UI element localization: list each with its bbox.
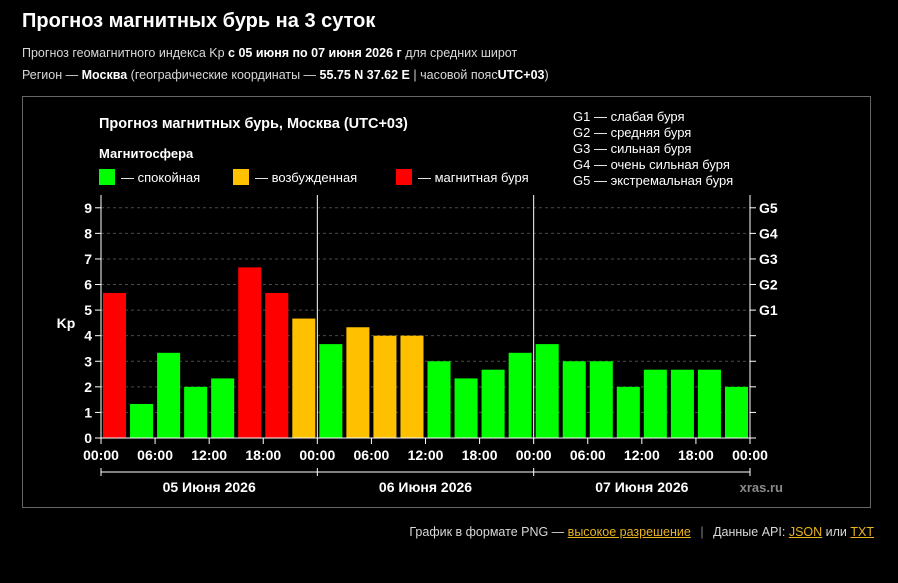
kp-bar — [697, 369, 721, 438]
g-tick-label: G4 — [759, 225, 778, 241]
x-tick-label: 18:00 — [462, 447, 498, 463]
kp-bar — [562, 361, 586, 438]
x-tick-label: 06:00 — [570, 447, 606, 463]
y-tick-label: 6 — [84, 277, 92, 293]
kp-bar — [535, 344, 559, 438]
kp-bar — [643, 369, 667, 438]
y-tick-label: 8 — [84, 225, 92, 241]
kp-bar — [346, 327, 370, 438]
legend-label-1: — возбужденная — [255, 170, 357, 185]
description-prefix: Прогноз геомагнитного индекса Kp — [22, 46, 225, 60]
legend-swatch-1 — [233, 169, 249, 185]
chart-frame: Прогноз магнитных бурь, Москва (UTC+03) М… — [22, 96, 871, 508]
x-tick-label: 00:00 — [83, 447, 119, 463]
legend-swatch-2 — [396, 169, 412, 185]
g-scale-5: G5 — экстремальная буря — [573, 173, 733, 188]
y-tick-label: 5 — [84, 302, 92, 318]
date-range: с 05 июня по 07 июня 2026 г — [228, 46, 402, 60]
x-tick-label: 12:00 — [191, 447, 227, 463]
y-tick-label: 9 — [84, 200, 92, 216]
kp-bar — [724, 386, 748, 438]
y-axis-label: Kp — [57, 315, 76, 331]
txt-link[interactable]: TXT — [850, 525, 874, 539]
high-resolution-link[interactable]: высокое разрешение — [567, 525, 691, 539]
watermark: xras.ru — [740, 480, 783, 495]
json-link[interactable]: JSON — [788, 525, 823, 539]
x-tick-label: 00:00 — [516, 447, 552, 463]
g-tick-label: G3 — [759, 251, 778, 267]
forecast-description: Прогноз геомагнитного индекса Kp с 05 ию… — [22, 46, 517, 60]
kp-bar — [292, 318, 316, 438]
y-tick-label: 7 — [84, 251, 92, 267]
x-tick-label: 06:00 — [354, 447, 390, 463]
g-scale-2: G2 — средняя буря — [573, 125, 691, 140]
kp-bar — [157, 352, 181, 438]
x-tick-label: 00:00 — [299, 447, 335, 463]
footer-separator: | — [700, 525, 704, 539]
coords-value: 55.75 N 37.62 E — [319, 68, 410, 82]
region-prefix: Регион — — [22, 68, 79, 82]
g-tick-label: G5 — [759, 200, 778, 216]
g-scale-1: G1 — слабая буря — [573, 109, 685, 124]
g-tick-label: G1 — [759, 302, 778, 318]
g-scale-4: G4 — очень сильная буря — [573, 157, 730, 172]
legend-label-2: — магнитная буря — [418, 170, 529, 185]
kp-bar — [319, 344, 343, 438]
coords-label: (географические координаты — — [130, 68, 317, 82]
kp-bar — [238, 267, 262, 438]
y-tick-label: 2 — [84, 379, 92, 395]
x-tick-label: 06:00 — [137, 447, 173, 463]
page-title: Прогноз магнитных бурь на 3 суток — [22, 10, 376, 32]
timezone-label: | часовой пояс — [413, 68, 498, 82]
kp-bar — [427, 361, 451, 438]
kp-bar — [265, 292, 289, 438]
y-tick-label: 1 — [84, 404, 92, 420]
kp-bar — [589, 361, 613, 438]
day-label: 05 Июня 2026 — [163, 479, 256, 495]
region-info: Регион — Москва (географические координа… — [22, 68, 549, 82]
timezone-value: UTC+03 — [497, 68, 545, 82]
g-tick-label: G2 — [759, 277, 778, 293]
kp-bar — [616, 386, 640, 438]
day-label: 07 Июня 2026 — [595, 479, 688, 495]
kp-bar — [211, 378, 235, 438]
y-tick-label: 3 — [84, 353, 92, 369]
kp-bar — [481, 369, 505, 438]
legend-label-0: — спокойная — [121, 170, 200, 185]
kp-bar — [670, 369, 694, 438]
footer: График в формате PNG — высокое разрешени… — [409, 525, 874, 539]
chart-title: Прогноз магнитных бурь, Москва (UTC+03) — [99, 116, 408, 132]
x-tick-label: 12:00 — [624, 447, 660, 463]
g-scale-3: G3 — сильная буря — [573, 141, 691, 156]
api-label: Данные API: — [713, 525, 786, 539]
or-label: или — [825, 525, 847, 539]
kp-bar — [184, 386, 208, 438]
region-suffix: ) — [544, 68, 549, 82]
x-tick-label: 12:00 — [408, 447, 444, 463]
day-label: 06 Июня 2026 — [379, 479, 472, 495]
png-label: График в формате PNG — — [409, 525, 565, 539]
y-tick-label: 0 — [84, 430, 92, 446]
x-tick-label: 18:00 — [245, 447, 281, 463]
y-tick-label: 4 — [84, 328, 92, 344]
kp-bar — [454, 378, 478, 438]
x-tick-label: 18:00 — [678, 447, 714, 463]
kp-bar — [130, 403, 154, 438]
kp-bar — [373, 335, 397, 438]
legend-title: Магнитосфера — [99, 146, 194, 161]
kp-bar — [103, 292, 127, 438]
x-tick-label: 00:00 — [732, 447, 768, 463]
kp-bar — [400, 335, 424, 438]
description-suffix: для средних широт — [405, 46, 518, 60]
kp-bar — [508, 352, 532, 438]
kp-forecast-chart: Прогноз магнитных бурь, Москва (UTC+03) М… — [57, 109, 783, 495]
legend-swatch-0 — [99, 169, 115, 185]
region-name: Москва — [81, 68, 128, 82]
